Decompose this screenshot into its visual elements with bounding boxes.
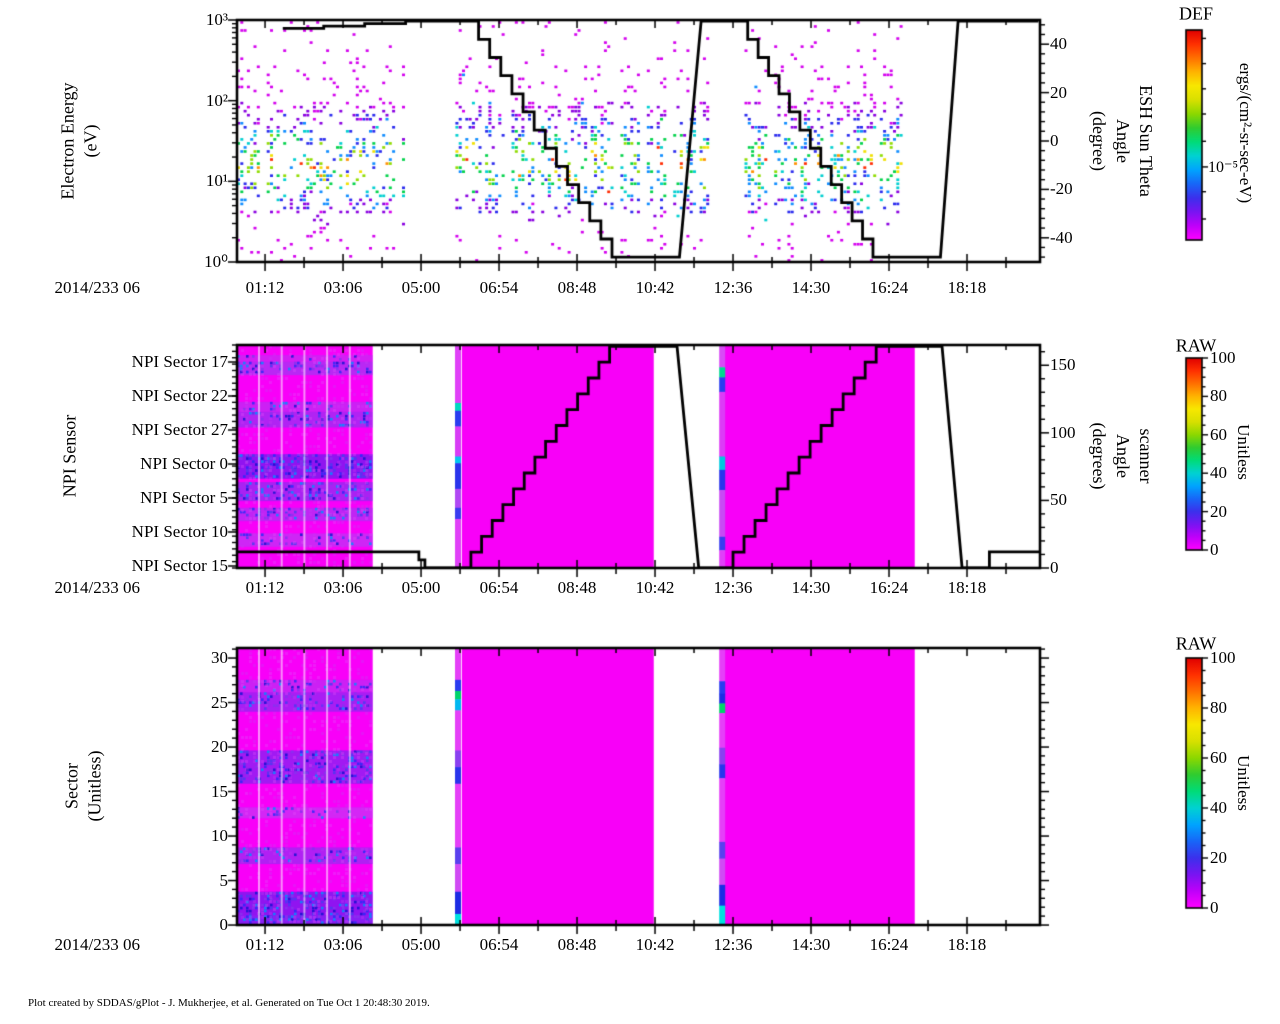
panel1-right-axis-label-line1: ESH Sun Theta bbox=[1136, 85, 1157, 197]
right-axis-tick-label: 40 bbox=[1050, 34, 1067, 54]
y-tick-label: NPI Sector 10 bbox=[131, 522, 228, 541]
plot-credit-footer: Plot created by SDDAS/gPlot - J. Mukherj… bbox=[28, 997, 430, 1009]
x-tick-label: 06:54 bbox=[479, 935, 519, 954]
right-axis-tick-label: 0 bbox=[1050, 131, 1059, 150]
panel1-colorbar-title: DEF bbox=[1178, 3, 1214, 24]
y-tick-label: NPI Sector 27 bbox=[131, 420, 228, 439]
x-tick-label: 06:54 bbox=[479, 578, 519, 597]
y-tick-label: 5 bbox=[219, 870, 229, 890]
panel2-right-axis-label-line1: scanner bbox=[1136, 428, 1157, 484]
panel3-y-axis-label: Sector (Unitless) bbox=[61, 751, 108, 822]
x-tick-label: 05:00 bbox=[401, 278, 441, 297]
panel3-date-label: 2014/233 06 bbox=[54, 935, 140, 954]
x-tick-label: 18:18 bbox=[947, 578, 987, 597]
x-tick-label: 10:42 bbox=[635, 278, 675, 297]
y-tick-label: 10³ bbox=[205, 10, 228, 29]
x-tick-label: 12:36 bbox=[713, 278, 753, 297]
colorbar-tick-label: 80 bbox=[1210, 386, 1227, 406]
y-tick-label: 10¹ bbox=[205, 171, 228, 191]
panel3-y-axis-label-line1: Sector bbox=[61, 763, 82, 809]
x-tick-label: 16:24 bbox=[869, 578, 909, 597]
panel2-colorbar-unit-label: Unitless bbox=[1234, 424, 1253, 480]
y-tick-label: 30 bbox=[211, 648, 228, 667]
right-axis-tick-label: 20 bbox=[1050, 82, 1067, 102]
x-tick-label: 01:12 bbox=[245, 278, 285, 297]
y-tick-label: 20 bbox=[211, 737, 228, 756]
x-tick-label: 01:12 bbox=[245, 935, 285, 954]
right-axis-tick-label: 50 bbox=[1050, 490, 1067, 510]
y-tick-label: 0 bbox=[219, 915, 229, 934]
panel1-y-axis-label: Electron Energy (eV) bbox=[57, 82, 104, 199]
x-tick-label: 16:24 bbox=[869, 935, 909, 954]
colorbar-tick-label: 80 bbox=[1210, 698, 1227, 717]
y-tick-label: 10⁰ bbox=[204, 252, 228, 271]
x-tick-label: 14:30 bbox=[791, 578, 831, 597]
colorbar-tick-label: 0 bbox=[1210, 540, 1219, 559]
panel1-right-axis-label: ESH Sun Theta Angle (degree) bbox=[1087, 85, 1157, 197]
x-tick-label: 08:48 bbox=[557, 935, 597, 954]
x-tick-label: 18:18 bbox=[947, 935, 987, 954]
x-tick-label: 05:00 bbox=[401, 578, 441, 597]
colorbar-tick-label: 20 bbox=[1210, 848, 1227, 867]
x-tick-label: 06:54 bbox=[479, 278, 519, 297]
panel1-y-axis-label-line1: Electron Energy bbox=[57, 82, 78, 200]
panel2-right-axis-label-line2: Angle bbox=[1112, 434, 1133, 478]
right-axis-tick-label: -40 bbox=[1050, 227, 1073, 247]
x-tick-label: 03:06 bbox=[323, 278, 363, 297]
y-tick-label: NPI Sector 15 bbox=[131, 556, 228, 575]
x-tick-label: 03:06 bbox=[323, 578, 363, 597]
x-tick-label: 14:30 bbox=[791, 935, 831, 954]
right-axis-tick-label: -20 bbox=[1050, 179, 1073, 199]
panel1-right-axis-label-line2: Angle bbox=[1112, 118, 1133, 163]
colorbar-tick-label: 40 bbox=[1210, 798, 1227, 817]
right-axis-tick-label: 0 bbox=[1050, 558, 1059, 577]
y-tick-label: 10 bbox=[211, 826, 228, 845]
panel1-date-label: 2014/233 06 bbox=[54, 278, 140, 297]
panel2-y-axis-label: NPI Sensor bbox=[59, 414, 80, 498]
x-tick-label: 18:18 bbox=[947, 278, 987, 297]
colorbar-tick-label: 60 bbox=[1210, 424, 1227, 444]
colorbar-tick-label: 40 bbox=[1210, 463, 1227, 483]
panel1-colorbar-tick-label: 10⁻⁵ bbox=[1208, 159, 1239, 176]
panel3-colorbar-unit-label: Unitless bbox=[1234, 755, 1253, 811]
y-tick-label: 15 bbox=[211, 781, 228, 801]
panel2-date-label: 2014/233 06 bbox=[54, 578, 140, 597]
colorbar-tick-label: 20 bbox=[1210, 501, 1227, 521]
y-tick-label: NPI Sector 0 bbox=[140, 454, 228, 473]
panel3-colorbar-title: RAW bbox=[1175, 633, 1217, 654]
right-axis-tick-label: 150 bbox=[1050, 355, 1076, 375]
y-tick-label: NPI Sector 5 bbox=[140, 488, 228, 507]
y-tick-label: 25 bbox=[211, 692, 228, 712]
right-axis-tick-label: 100 bbox=[1050, 422, 1076, 442]
x-tick-label: 14:30 bbox=[791, 278, 831, 297]
x-tick-label: 12:36 bbox=[713, 935, 753, 954]
y-tick-label: NPI Sector 17 bbox=[131, 352, 228, 371]
panel3-y-axis-label-line2: (Unitless) bbox=[85, 750, 105, 822]
pan2-right-axis-label-line3: (degrees) bbox=[1089, 422, 1110, 490]
x-tick-label: 10:42 bbox=[635, 578, 675, 597]
x-tick-label: 16:24 bbox=[869, 278, 909, 297]
colorbar-tick-label: 100 bbox=[1210, 348, 1236, 367]
x-tick-label: 05:00 bbox=[401, 935, 441, 954]
x-tick-label: 12:36 bbox=[713, 578, 753, 597]
x-tick-label: 01:12 bbox=[245, 578, 285, 597]
x-tick-label: 03:06 bbox=[323, 935, 363, 954]
panel1-right-axis-label-line3: (degree) bbox=[1089, 111, 1110, 171]
y-tick-label: NPI Sector 22 bbox=[131, 386, 228, 405]
panel2-right-axis-label: scanner Angle (degrees) bbox=[1087, 423, 1157, 490]
x-tick-label: 08:48 bbox=[557, 278, 597, 297]
colorbar-tick-label: 100 bbox=[1210, 648, 1236, 667]
y-tick-label: 10² bbox=[205, 90, 228, 110]
panel1-y-axis-label-line2: (eV) bbox=[81, 124, 101, 158]
colorbar-tick-label: 60 bbox=[1210, 748, 1227, 767]
x-tick-label: 08:48 bbox=[557, 578, 597, 597]
x-tick-label: 10:42 bbox=[635, 935, 675, 954]
panel1-colorbar-unit-label: ergs/(cm²-sr-sec-eV) bbox=[1236, 62, 1255, 204]
panel2-colorbar-title: RAW bbox=[1175, 335, 1217, 356]
colorbar-tick-label: 0 bbox=[1210, 898, 1219, 917]
